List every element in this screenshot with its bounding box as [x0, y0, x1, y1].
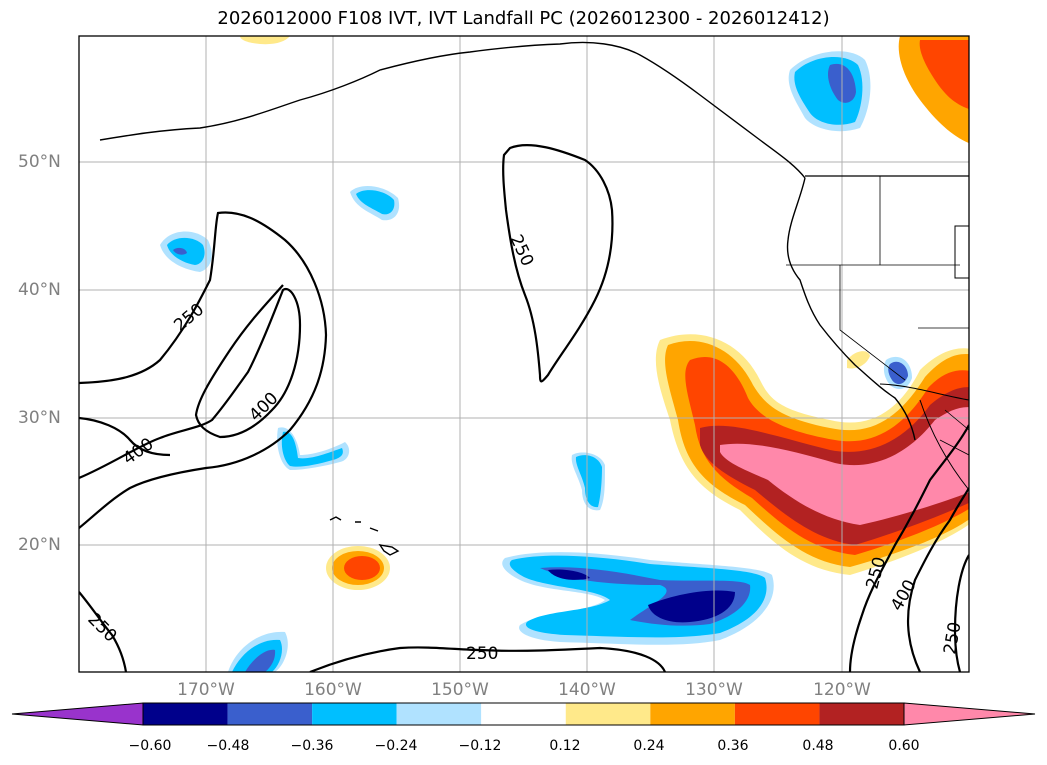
contour-label: 250: [466, 644, 498, 664]
lon-label-130w: 130°W: [685, 680, 743, 700]
colorbar-extend-low: [11, 702, 144, 726]
lon-label-160w: 160°W: [304, 680, 362, 700]
ivt-contours: [79, 144, 969, 672]
lat-label-30n: 30°N: [18, 408, 61, 428]
colorbar-tick-label: −0.24: [374, 738, 418, 754]
positive-anomaly-region: [655, 334, 969, 575]
lon-label-170w: 170°W: [177, 680, 235, 700]
contour-label: 400: [887, 576, 921, 614]
map-field: 250 250 400 400 250 250 400 250 250: [79, 36, 969, 672]
contour-label: 250: [505, 232, 537, 270]
colorbar: [11, 702, 1036, 726]
colorbar-tick-label: −0.60: [128, 738, 172, 754]
lat-label-40n: 40°N: [18, 280, 61, 300]
lon-label-150w: 150°W: [431, 680, 489, 700]
positive-anomaly-hawaii: [326, 546, 390, 590]
colorbar-tick-label: 0.48: [802, 738, 834, 754]
colorbar-swatch: [396, 703, 482, 725]
lon-label-140w: 140°W: [558, 680, 616, 700]
colorbar-swatch: [227, 703, 313, 725]
colorbar-tick-label: 0.36: [717, 738, 749, 754]
contour-label: 250: [940, 620, 965, 655]
contour-label: 400: [245, 388, 282, 425]
map-frame: [78, 35, 970, 673]
colorbar-swatch: [312, 703, 397, 725]
colorbar-swatch: [734, 703, 820, 725]
map-title: 2026012000 F108 IVT, IVT Landfall PC (20…: [217, 8, 830, 29]
graticule: [79, 36, 969, 672]
colorbar-swatch: [650, 703, 735, 725]
positive-anomaly-northeast: [240, 36, 969, 144]
lat-label-50n: 50°N: [18, 152, 61, 172]
colorbar-tick-label: −0.12: [458, 738, 502, 754]
colorbar-tick-label: 0.24: [633, 738, 665, 754]
colorbar-tick-label: 0.12: [549, 738, 581, 754]
colorbar-swatch: [565, 703, 651, 725]
lon-label-120w: 120°W: [813, 680, 871, 700]
lat-label-20n: 20°N: [18, 535, 61, 555]
colorbar-tick-label: 0.60: [888, 738, 920, 754]
colorbar-extend-high: [903, 702, 1036, 726]
colorbar-swatch: [143, 703, 228, 725]
coastlines: [99, 41, 969, 556]
contour-label: 400: [119, 434, 157, 469]
colorbar-tick-label: −0.48: [206, 738, 250, 754]
colorbar-swatch: [819, 703, 904, 725]
contour-label: 250: [170, 300, 208, 336]
colorbar-swatch: [481, 703, 566, 725]
colorbar-frame: [142, 702, 905, 726]
colorbar-tick-label: −0.36: [290, 738, 334, 754]
negative-anomaly-regions: [160, 51, 912, 672]
